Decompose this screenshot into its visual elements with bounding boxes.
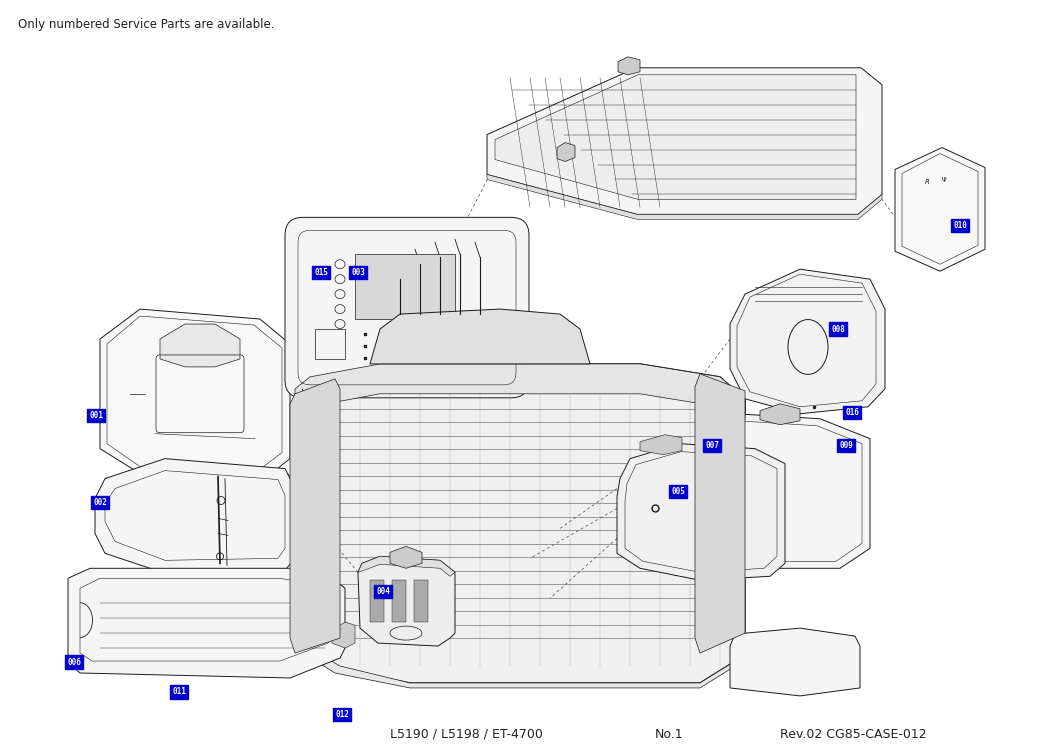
Polygon shape [358, 557, 456, 646]
Polygon shape [100, 309, 290, 478]
Text: 011: 011 [173, 687, 186, 696]
Text: 016: 016 [845, 408, 858, 417]
Text: 004: 004 [376, 587, 390, 596]
Polygon shape [95, 458, 295, 574]
Text: 015: 015 [315, 268, 328, 277]
Polygon shape [557, 143, 575, 161]
Text: No.1: No.1 [655, 728, 684, 741]
Polygon shape [618, 57, 640, 75]
Text: 010: 010 [953, 221, 967, 230]
Polygon shape [760, 404, 800, 425]
Bar [392, 580, 406, 622]
Text: 007: 007 [705, 441, 719, 450]
Bar [355, 254, 456, 319]
Polygon shape [295, 643, 740, 688]
Polygon shape [487, 175, 882, 219]
Polygon shape [390, 546, 422, 568]
Polygon shape [730, 269, 885, 414]
Polygon shape [332, 622, 355, 648]
Polygon shape [358, 557, 456, 577]
Polygon shape [295, 364, 745, 683]
Text: Rev.02 CG85-CASE-012: Rev.02 CG85-CASE-012 [780, 728, 927, 741]
Polygon shape [640, 434, 682, 455]
Text: 006: 006 [67, 658, 81, 667]
Text: Only numbered Service Parts are available.: Only numbered Service Parts are availabl… [18, 18, 275, 31]
Text: 012: 012 [336, 711, 349, 719]
Polygon shape [487, 68, 882, 214]
Polygon shape [160, 324, 240, 367]
Polygon shape [618, 443, 785, 580]
Polygon shape [68, 568, 345, 678]
Polygon shape [690, 414, 870, 568]
Polygon shape [495, 75, 856, 199]
Bar [440, 339, 450, 347]
Text: 003: 003 [351, 268, 365, 277]
Polygon shape [370, 309, 590, 364]
Text: 009: 009 [839, 441, 853, 450]
Text: ψ: ψ [942, 176, 947, 182]
Bar [315, 329, 345, 359]
Polygon shape [295, 364, 745, 419]
Bar [485, 339, 495, 347]
Bar [470, 339, 480, 347]
Text: 001: 001 [89, 411, 103, 420]
Bar [456, 339, 465, 347]
FancyBboxPatch shape [285, 217, 529, 398]
Text: R: R [925, 179, 930, 185]
Text: 008: 008 [831, 324, 845, 333]
Polygon shape [730, 628, 859, 696]
Text: L5190 / L5198 / ET-4700: L5190 / L5198 / ET-4700 [390, 728, 543, 741]
Polygon shape [290, 379, 340, 653]
Polygon shape [895, 147, 985, 272]
Bar [370, 580, 384, 622]
Text: 002: 002 [93, 498, 107, 507]
Bar [414, 580, 428, 622]
Text: 005: 005 [671, 487, 685, 496]
Polygon shape [695, 374, 745, 653]
